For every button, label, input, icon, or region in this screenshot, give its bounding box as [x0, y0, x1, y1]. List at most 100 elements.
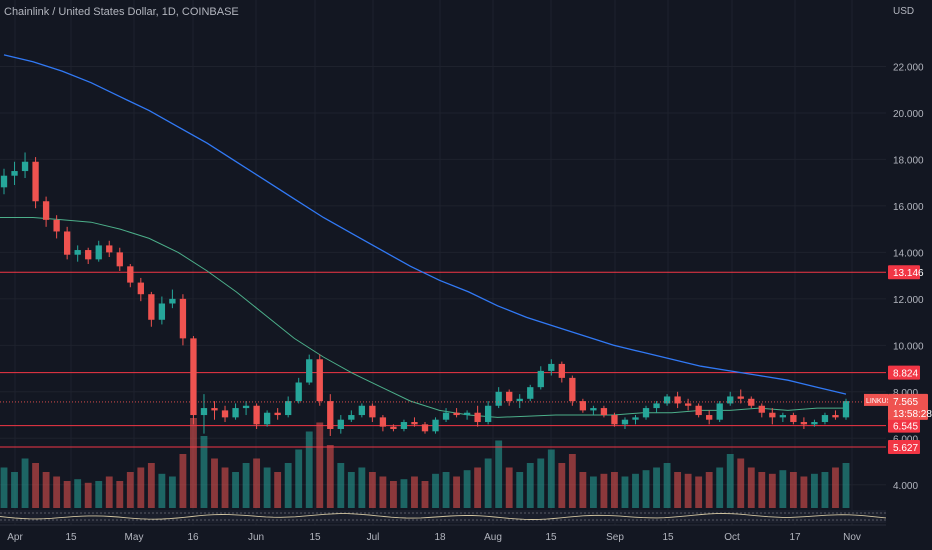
- candle-body: [821, 415, 829, 423]
- price-axis-panel[interactable]: [886, 0, 932, 525]
- x-tick-label: Nov: [843, 532, 861, 543]
- volume-bar: [484, 458, 492, 508]
- volume-bar: [411, 476, 418, 508]
- volume-bar: [579, 472, 587, 508]
- candle-body: [127, 266, 134, 283]
- candle-body: [242, 405, 250, 409]
- volume-bar: [74, 479, 82, 508]
- candle-body: [811, 422, 818, 425]
- y-tick-label: 14.000: [893, 248, 924, 259]
- candle-body: [579, 401, 587, 411]
- volume-bar: [84, 482, 92, 508]
- volume-bar: [390, 481, 397, 508]
- x-tick-label: 18: [434, 532, 446, 543]
- candle-body: [253, 405, 260, 425]
- volume-bar: [242, 463, 250, 508]
- level-label: 5.627: [893, 443, 918, 454]
- current-price: 7.565: [893, 397, 918, 408]
- volume-bar: [463, 470, 471, 508]
- volume-bar: [789, 472, 797, 508]
- volume-bar: [263, 467, 271, 508]
- candle-body: [737, 396, 744, 399]
- y-tick-label: 10.000: [893, 341, 924, 352]
- volume-bar: [779, 470, 787, 508]
- candle-body: [158, 303, 166, 320]
- volume-bar: [284, 463, 292, 508]
- volume-bar: [147, 463, 155, 508]
- candle-body: [411, 422, 418, 425]
- x-tick-label: Apr: [7, 532, 23, 543]
- candle-body: [379, 417, 387, 427]
- volume-bar: [832, 467, 839, 508]
- volume-bar: [168, 476, 176, 508]
- volume-bar: [158, 473, 166, 508]
- candle-body: [495, 391, 502, 406]
- volume-bar: [842, 463, 850, 508]
- x-tick-label: 16: [187, 532, 199, 543]
- candle-body: [684, 403, 692, 406]
- volume-bar: [747, 467, 755, 508]
- y-tick-label: 8.000: [893, 388, 918, 399]
- candle-body: [179, 298, 187, 339]
- candle-body: [642, 408, 650, 418]
- candle-body: [358, 405, 366, 416]
- candle-body: [716, 403, 723, 420]
- candle-body: [169, 298, 176, 304]
- oscillator-strip: [0, 510, 887, 523]
- oscillator-line: [0, 513, 887, 520]
- x-tick-label: Jun: [248, 532, 264, 543]
- candle-body: [695, 405, 702, 416]
- volume-bar: [663, 463, 671, 508]
- volume-bar: [758, 472, 766, 508]
- x-tick-label: May: [125, 532, 144, 543]
- candle-body: [285, 401, 292, 416]
- volume-bar: [42, 472, 50, 508]
- x-tick-label: Jul: [367, 532, 380, 543]
- volume-bar: [21, 458, 29, 508]
- volume-bar: [432, 473, 439, 508]
- candle-body: [116, 252, 123, 267]
- volume-bar: [642, 470, 650, 508]
- candle-body: [32, 161, 39, 202]
- y-tick-label: 20.000: [893, 109, 924, 120]
- candle-body: [211, 408, 218, 411]
- y-tick-label: 4.000: [893, 481, 918, 492]
- volume-bar: [253, 458, 261, 508]
- level-price-labels: 13.146 8.824 6.545 5.627: [888, 265, 924, 454]
- volume-bar: [821, 472, 829, 508]
- y-tick-label: 16.000: [893, 202, 924, 213]
- volume-bars: [0, 418, 850, 508]
- volume-bar: [547, 449, 555, 508]
- candle-body: [337, 419, 344, 429]
- volume-bar: [95, 481, 103, 508]
- candle-body: [263, 412, 271, 425]
- x-tick-label: 15: [309, 532, 321, 543]
- candle-body: [779, 415, 787, 418]
- candle-body: [442, 412, 450, 420]
- level-label-bg: [888, 365, 920, 380]
- candle-body: [748, 398, 755, 406]
- candle-body: [769, 412, 776, 418]
- volume-bar: [274, 472, 282, 508]
- volume-bar: [200, 436, 208, 508]
- moving-average-slow-line: [3, 54, 847, 395]
- volume-bar: [442, 472, 450, 508]
- candle-body: [421, 424, 429, 432]
- volume-bar: [232, 472, 239, 508]
- candle-body: [400, 422, 408, 429]
- candle-body: [832, 415, 839, 418]
- volume-bar: [379, 476, 387, 508]
- candle-body: [295, 382, 302, 402]
- candle-body: [85, 250, 92, 260]
- volume-bar: [600, 473, 608, 508]
- candle-body: [653, 403, 660, 409]
- volume-bar: [32, 463, 39, 508]
- candlestick-series: [0, 152, 850, 436]
- candle-body: [727, 396, 734, 404]
- price-axis: 22.000 20.000 18.000 16.000 14.000 12.000 10.0…: [893, 62, 924, 491]
- candle-body: [558, 363, 565, 378]
- volume-bar: [684, 473, 692, 508]
- volume-bar: [495, 440, 503, 508]
